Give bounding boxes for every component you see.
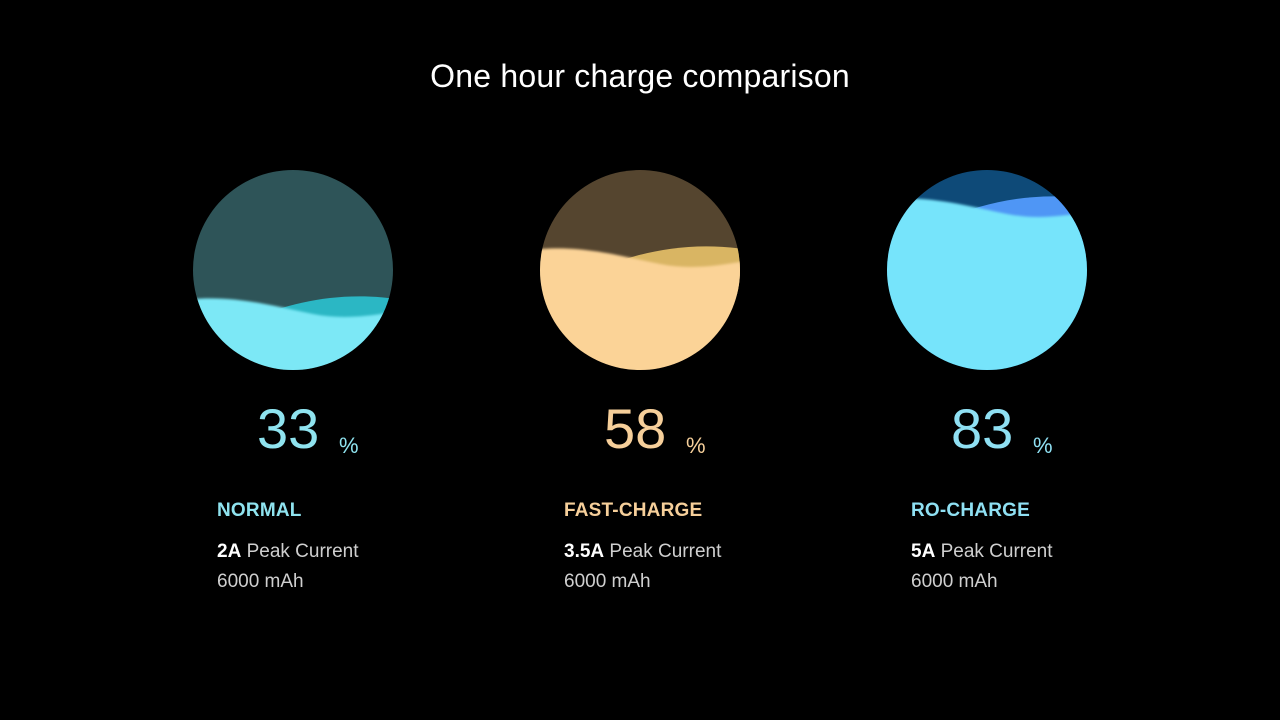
charge-percent-sign: %: [1033, 433, 1053, 458]
mode-name: FAST-CHARGE: [564, 500, 703, 521]
peak-current-value: 2A: [217, 541, 242, 562]
charge-percent-sign: %: [339, 433, 359, 458]
peak-current-line: 5A Peak Current: [911, 541, 1053, 563]
charge-percent: 83 %: [857, 397, 1117, 467]
charge-level-orb: [540, 170, 740, 370]
battery-capacity: 6000 mAh: [911, 571, 998, 592]
charge-percent-value: 33: [257, 397, 320, 460]
mode-name: RO-CHARGE: [911, 500, 1030, 521]
charge-percent-value: 58: [604, 397, 667, 460]
battery-capacity: 6000 mAh: [217, 571, 304, 592]
peak-current-line: 3.5A Peak Current: [564, 541, 721, 563]
charge-level-orb: [887, 170, 1087, 370]
mode-card-ro-charge: 83 % RO-CHARGE 5A Peak Current 6000 mAh: [857, 170, 1117, 592]
mode-card-fast-charge: 58 % FAST-CHARGE 3.5A Peak Current 6000 …: [510, 170, 770, 592]
peak-current-line: 2A Peak Current: [217, 541, 359, 563]
orb-liquid-fill: [540, 248, 740, 370]
peak-current-value: 3.5A: [564, 541, 605, 562]
peak-current-label: Peak Current: [609, 541, 722, 562]
charge-percent-sign: %: [686, 433, 706, 458]
battery-capacity: 6000 mAh: [564, 571, 651, 592]
peak-current-label: Peak Current: [246, 541, 359, 562]
charge-percent-value: 83: [951, 397, 1014, 460]
peak-current-value: 5A: [911, 541, 936, 562]
mode-name: NORMAL: [217, 500, 302, 521]
charge-level-orb: [193, 170, 393, 370]
charge-percent: 33 %: [163, 397, 423, 467]
orb-liquid-fill: [887, 198, 1087, 370]
charge-percent: 58 %: [510, 397, 770, 467]
peak-current-label: Peak Current: [940, 541, 1053, 562]
page-title: One hour charge comparison: [430, 58, 850, 94]
mode-card-normal: 33 % NORMAL 2A Peak Current 6000 mAh: [163, 170, 423, 592]
